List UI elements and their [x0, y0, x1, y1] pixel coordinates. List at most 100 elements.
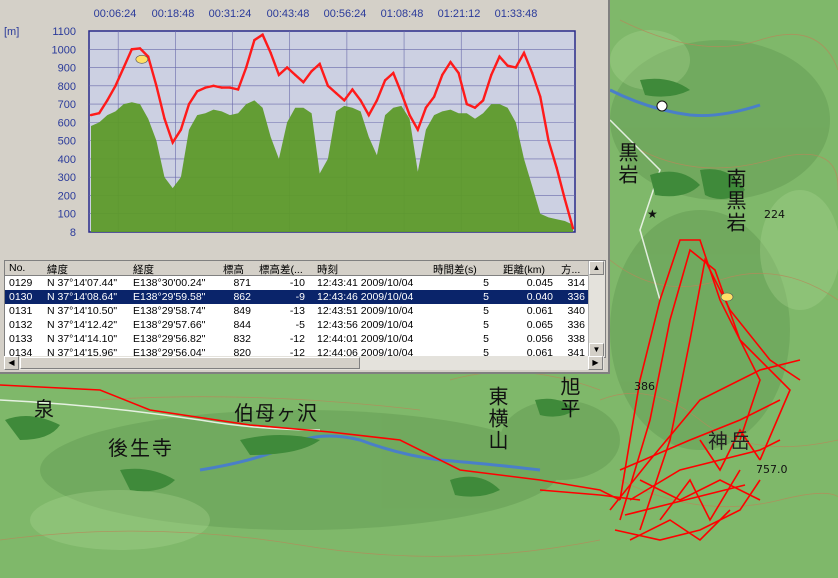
cell-elevation-diff: -12	[289, 333, 305, 345]
table-row[interactable]: 0129 N 37°14'07.44" E138°30'00.24" 871 -10 12…	[5, 276, 605, 290]
series-point	[334, 91, 338, 95]
cell-distance: 0.045	[526, 277, 553, 289]
time-tick-label: 00:18:48	[151, 8, 195, 20]
column-header-direction[interactable]: 方...	[561, 264, 581, 276]
y-tick-label: 8	[70, 227, 76, 239]
cell-longitude: E138°29'58.74"	[133, 305, 206, 317]
elevation-label-224: 224	[764, 208, 785, 221]
elevation-chart: 00:06:24 00:18:48 00:31:24 00:43:48 00:5…	[0, 0, 606, 256]
column-header-elevation-diff[interactable]: 標高差(...	[259, 264, 303, 276]
series-point	[457, 71, 460, 75]
y-tick-label: 1100	[52, 26, 76, 38]
series-point	[138, 47, 142, 50]
cell-no: 0133	[9, 333, 33, 345]
series-point	[204, 86, 207, 89]
y-axis-unit: [m]	[4, 26, 20, 38]
cell-distance: 0.040	[526, 291, 553, 303]
scroll-up-button[interactable]: ▲	[589, 261, 604, 275]
y-tick-label: 1000	[52, 44, 76, 56]
series-point	[498, 55, 501, 58]
series-point	[196, 90, 199, 93]
elevation-label-386: 386	[634, 380, 655, 393]
place-label-kuroiwa: 黒岩	[615, 142, 639, 186]
series-point	[236, 88, 240, 91]
horizontal-scrollbar[interactable]: ◀ ▶	[4, 356, 604, 370]
series-point	[367, 113, 370, 117]
cell-latitude: N 37°14'10.50"	[47, 305, 118, 317]
series-point	[449, 60, 452, 64]
cell-elevation-diff: -12	[289, 347, 305, 358]
cell-direction: 314	[567, 277, 585, 289]
chart-plot: 1100 1000 900 800 700 600 500 400 300 200 100 8	[52, 26, 576, 239]
cell-longitude: E138°29'57.66"	[133, 319, 206, 331]
place-label-higashiyokoyama: 東横山	[485, 386, 509, 452]
series-point	[506, 64, 509, 67]
series-point	[547, 139, 550, 142]
y-tick-label: 200	[58, 190, 76, 202]
cell-time: 12:43:51 2009/10/04	[317, 305, 414, 317]
table-header: No. 緯度 経度 標高 標高差(... 時刻 時間差(s) 距離(km) 方.…	[5, 261, 605, 276]
series-point	[285, 66, 289, 69]
series-point	[351, 88, 354, 91]
cell-longitude: E138°29'59.58"	[133, 291, 206, 303]
scroll-left-button[interactable]: ◀	[4, 356, 19, 370]
column-header-latitude[interactable]: 緯度	[47, 264, 68, 276]
cell-time: 12:44:01 2009/10/04	[317, 333, 414, 345]
cell-time-diff: 5	[483, 319, 489, 331]
table-row[interactable]: 0132 N 37°14'12.42" E138°29'57.66" 844 -5 12:…	[5, 318, 605, 332]
cell-direction: 336	[567, 319, 585, 331]
cell-time: 12:43:56 2009/10/04	[317, 319, 414, 331]
series-point	[245, 66, 248, 69]
cell-time-diff: 5	[483, 277, 489, 289]
series-point	[383, 79, 387, 82]
column-header-no[interactable]: No.	[9, 262, 26, 274]
time-tick-label: 00:56:24	[323, 8, 367, 20]
table-row[interactable]: 0133 N 37°14'14.10" E138°29'56.82" 832 -12 12…	[5, 332, 605, 346]
cell-distance: 0.061	[526, 347, 553, 358]
time-tick-label: 01:08:48	[380, 8, 424, 20]
place-label-kamidake: 神岳	[708, 429, 752, 453]
time-tick-label: 00:31:24	[208, 8, 252, 20]
cell-direction: 336	[567, 291, 585, 303]
series-point	[326, 84, 330, 88]
y-tick-label: 100	[58, 209, 76, 221]
series-point	[481, 99, 485, 102]
series-area	[91, 100, 573, 233]
cell-elevation-diff: -13	[289, 305, 305, 317]
place-label-minamikuroiwa: 南黒岩	[723, 168, 747, 234]
series-point	[261, 33, 264, 36]
cell-latitude: N 37°14'14.10"	[47, 333, 118, 345]
column-header-time-diff[interactable]: 時間差(s)	[433, 264, 477, 276]
series-point	[89, 113, 93, 117]
svg-text:★: ★	[647, 207, 658, 221]
y-tick-label: 900	[58, 63, 76, 75]
cell-elevation: 862	[233, 291, 251, 303]
column-header-distance[interactable]: 距離(km)	[503, 264, 545, 276]
series-point	[531, 71, 534, 75]
column-header-time[interactable]: 時刻	[317, 264, 338, 276]
series-point	[318, 62, 321, 66]
column-header-longitude[interactable]: 経度	[133, 264, 154, 276]
time-tick-label: 01:21:12	[437, 8, 481, 20]
cell-distance: 0.056	[526, 333, 553, 345]
table-row[interactable]: 0131 N 37°14'10.50" E138°29'58.74" 849 -13 12…	[5, 304, 605, 318]
cell-no: 0129	[9, 277, 33, 289]
series-point	[98, 112, 101, 115]
series-point	[490, 73, 493, 77]
scroll-right-button[interactable]: ▶	[588, 356, 603, 370]
series-point	[432, 95, 436, 99]
cell-time-diff: 5	[483, 305, 489, 317]
series-point	[441, 73, 444, 77]
cell-time: 12:43:46 2009/10/04	[317, 291, 414, 303]
scroll-down-button[interactable]: ▼	[589, 343, 604, 357]
cell-latitude: N 37°14'15.96"	[47, 347, 118, 358]
column-header-elevation[interactable]: 標高	[223, 264, 244, 276]
table-row[interactable]: 0134 N 37°14'15.96" E138°29'56.04" 820 -12 12…	[5, 346, 605, 358]
horizontal-scroll-thumb[interactable]	[20, 357, 360, 369]
vertical-scrollbar[interactable]: ▲ ▼	[588, 261, 605, 357]
series-point	[302, 81, 305, 84]
table-row[interactable]: 0130 N 37°14'08.64" E138°29'59.58" 862 -9 12:…	[5, 290, 605, 304]
series-point	[416, 128, 419, 131]
series-point	[122, 66, 125, 69]
elevation-label-757: 757.0	[756, 463, 788, 476]
